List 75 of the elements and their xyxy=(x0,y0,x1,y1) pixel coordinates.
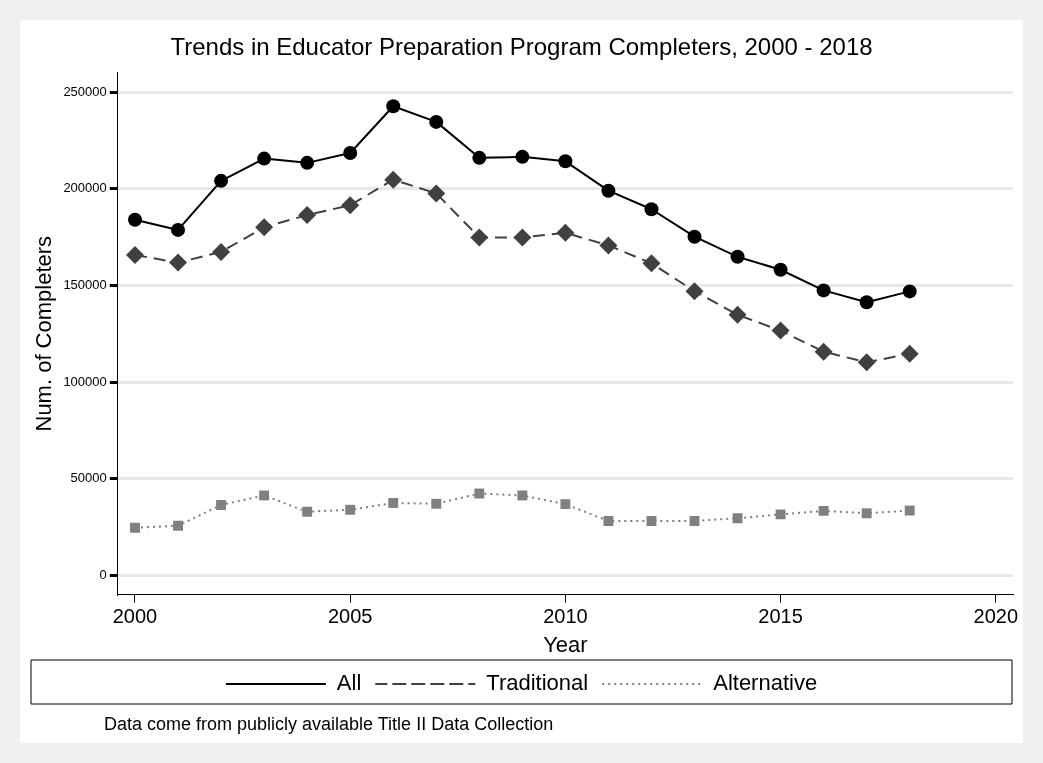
point xyxy=(816,283,831,298)
point xyxy=(689,516,700,526)
point xyxy=(343,146,358,160)
point xyxy=(257,151,272,166)
point xyxy=(644,202,659,217)
point xyxy=(900,344,919,363)
legend-label: Alternative xyxy=(713,670,818,696)
point xyxy=(212,242,231,261)
point xyxy=(214,173,229,188)
legend-label: All xyxy=(336,670,362,696)
point xyxy=(861,508,872,519)
point xyxy=(904,505,915,516)
point xyxy=(345,504,356,515)
x-tick-label: 2020 xyxy=(973,605,1019,628)
point xyxy=(732,513,743,524)
point xyxy=(302,506,313,517)
point xyxy=(431,498,442,509)
point xyxy=(259,490,270,501)
point xyxy=(386,99,401,114)
x-tick-label: 2005 xyxy=(327,605,373,628)
point xyxy=(775,509,786,520)
y-tick-label: 100000 xyxy=(63,373,107,389)
y-axis-title: Num. of Completers xyxy=(31,235,57,432)
point xyxy=(384,170,403,189)
point xyxy=(730,249,745,264)
point xyxy=(128,212,142,227)
point xyxy=(818,505,829,516)
y-tick-label: 0 xyxy=(99,566,107,582)
point xyxy=(126,246,144,265)
point xyxy=(298,206,317,225)
point xyxy=(171,222,186,237)
point xyxy=(902,284,917,299)
x-tick-label: 2010 xyxy=(543,605,588,628)
point xyxy=(599,236,618,255)
point xyxy=(773,262,788,277)
point xyxy=(517,490,528,501)
point xyxy=(388,498,399,508)
point xyxy=(603,516,614,526)
x-tick-label: 2015 xyxy=(758,605,803,628)
point xyxy=(513,228,532,247)
text: Data come from publicly available Title II Data Collection xyxy=(104,713,554,734)
y-tick-label: 50000 xyxy=(70,470,107,486)
chart-title: Trends in Educator Preparation Program Completers, 2000 - 2018 xyxy=(170,33,873,61)
legend-label: Traditional xyxy=(486,670,589,696)
point xyxy=(515,149,530,164)
point xyxy=(472,150,487,165)
point xyxy=(216,499,227,510)
point xyxy=(556,223,575,242)
point xyxy=(427,184,446,203)
x-axis-title: Year xyxy=(543,631,588,657)
y-tick-label: 250000 xyxy=(63,83,107,99)
point xyxy=(814,342,833,361)
point xyxy=(642,254,661,273)
point xyxy=(470,228,489,247)
point xyxy=(429,114,444,129)
point xyxy=(558,154,573,169)
point xyxy=(173,520,183,531)
point xyxy=(857,353,876,372)
point xyxy=(646,516,657,526)
y-tick-label: 150000 xyxy=(63,276,107,292)
point xyxy=(859,295,874,310)
point xyxy=(687,229,702,244)
point xyxy=(474,488,485,499)
x-tick-label: 2000 xyxy=(112,605,158,628)
y-tick-label: 200000 xyxy=(63,180,107,196)
point xyxy=(601,183,616,198)
point xyxy=(685,282,704,301)
point xyxy=(300,155,315,170)
point xyxy=(341,196,360,215)
point xyxy=(255,218,274,237)
point xyxy=(771,321,790,340)
point xyxy=(560,499,571,510)
point xyxy=(728,305,747,324)
point xyxy=(169,253,188,272)
point xyxy=(130,522,140,533)
